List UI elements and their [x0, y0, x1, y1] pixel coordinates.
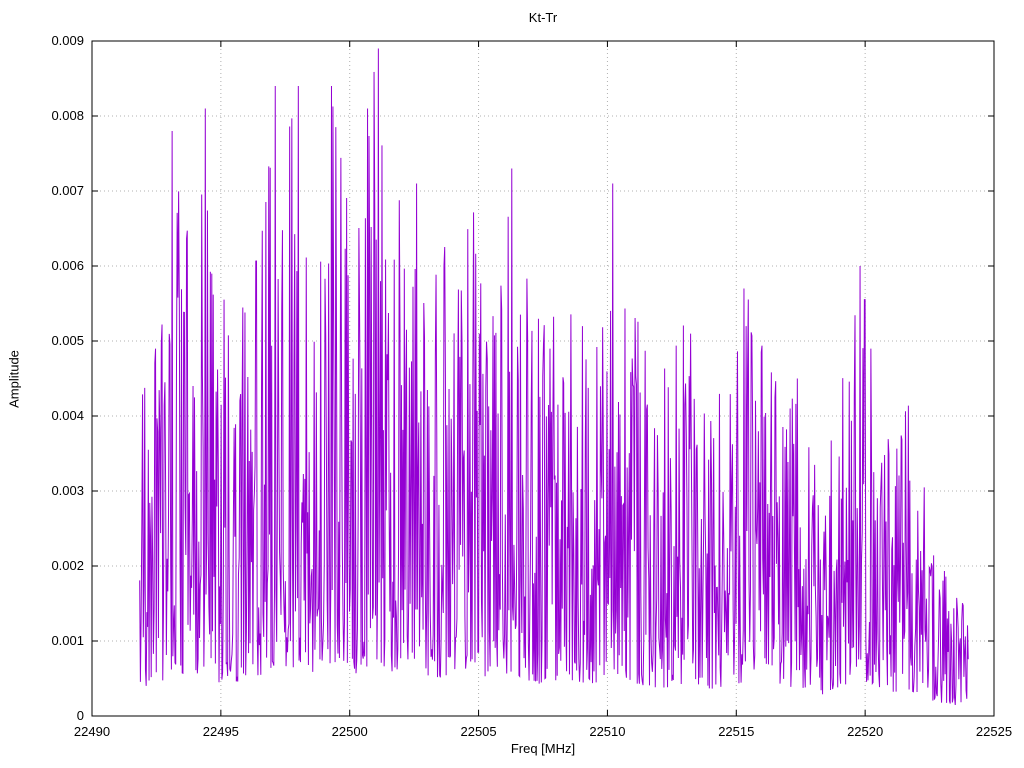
y-tick-label: 0.003: [51, 483, 84, 498]
x-tick-label: 22505: [460, 724, 496, 739]
y-axis-label: Amplitude: [6, 350, 22, 408]
y-tick-label: 0.002: [51, 558, 84, 573]
y-tick-label: 0.006: [51, 258, 84, 273]
x-tick-label: 22510: [589, 724, 625, 739]
x-axis-label: Freq [MHz]: [510, 741, 576, 756]
x-tick-label: 22515: [718, 724, 754, 739]
x-tick-label: 22495: [203, 724, 239, 739]
y-tick-label: 0.001: [51, 633, 84, 648]
x-tick-label: 22500: [332, 724, 368, 739]
data-line: [139, 48, 969, 706]
y-tick-label: 0: [77, 708, 84, 723]
x-tick-label: 22520: [847, 724, 883, 739]
chart-title: Kt-Tr: [528, 10, 558, 25]
y-tick-label: 0.009: [51, 33, 84, 48]
y-tick-label: 0.008: [51, 108, 84, 123]
plot-border: [91, 40, 995, 717]
x-tick-label: 22490: [74, 724, 110, 739]
y-tick-label: 0.004: [51, 408, 84, 423]
y-tick-label: 0.007: [51, 183, 84, 198]
y-tick-label: 0.005: [51, 333, 84, 348]
x-tick-label: 22525: [976, 724, 1012, 739]
